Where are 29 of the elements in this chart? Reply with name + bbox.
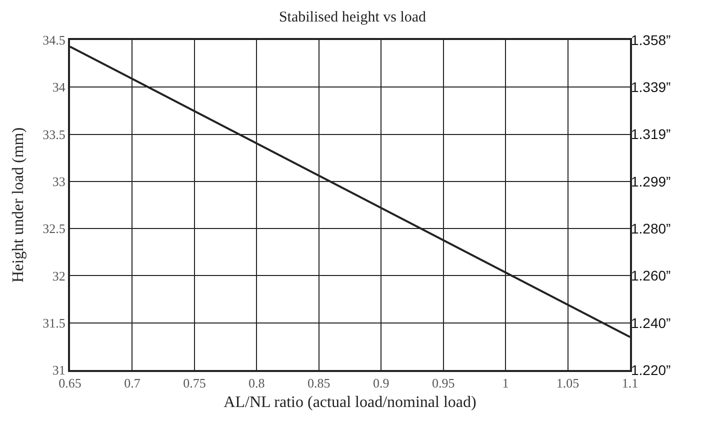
y-tick-label: 33 xyxy=(52,174,66,189)
y-tick-label: 32 xyxy=(52,268,66,284)
x-tick-label: 0.9 xyxy=(372,376,390,391)
y-tick-label: 31 xyxy=(52,362,66,378)
x-tick-label: 0.65 xyxy=(58,376,82,391)
x-tick-label: 1.1 xyxy=(622,376,638,391)
y2-tick-label: 1.260” xyxy=(631,268,672,284)
x-tick-label: 0.85 xyxy=(308,376,330,391)
y2-tick-label: 1.299” xyxy=(631,173,672,190)
y2-tick-label: 1.358” xyxy=(631,32,672,48)
y2-tick-label: 1.319” xyxy=(631,126,672,142)
y-tick-label: 34 xyxy=(52,80,66,95)
x-tick-label: 0.95 xyxy=(432,376,455,391)
y2-tick-label: 1.220” xyxy=(631,362,672,378)
y-tick-label: 31.5 xyxy=(42,315,66,330)
y-tick-label: 34.5 xyxy=(42,32,66,48)
y-axis-title: Height under load (mm) xyxy=(10,127,28,283)
y2-tick-label: 1.240” xyxy=(631,314,672,331)
x-tick-label: 0.75 xyxy=(183,376,206,391)
y-tick-label: 32.5 xyxy=(42,221,66,236)
y-tick-label: 33.5 xyxy=(42,126,66,142)
y2-tick-label: 1.280” xyxy=(631,220,672,236)
x-tick-label: 0.8 xyxy=(248,376,265,391)
x-tick-label: 0.7 xyxy=(124,376,141,391)
chart-title: Stabilised height vs load xyxy=(278,9,427,26)
x-axis-title: AL/NL ratio (actual load/nominal load) xyxy=(224,394,476,411)
y2-tick-label: 1.339” xyxy=(631,79,672,96)
x-tick-label: 1 xyxy=(502,376,509,391)
x-tick-label: 1.05 xyxy=(556,376,580,391)
